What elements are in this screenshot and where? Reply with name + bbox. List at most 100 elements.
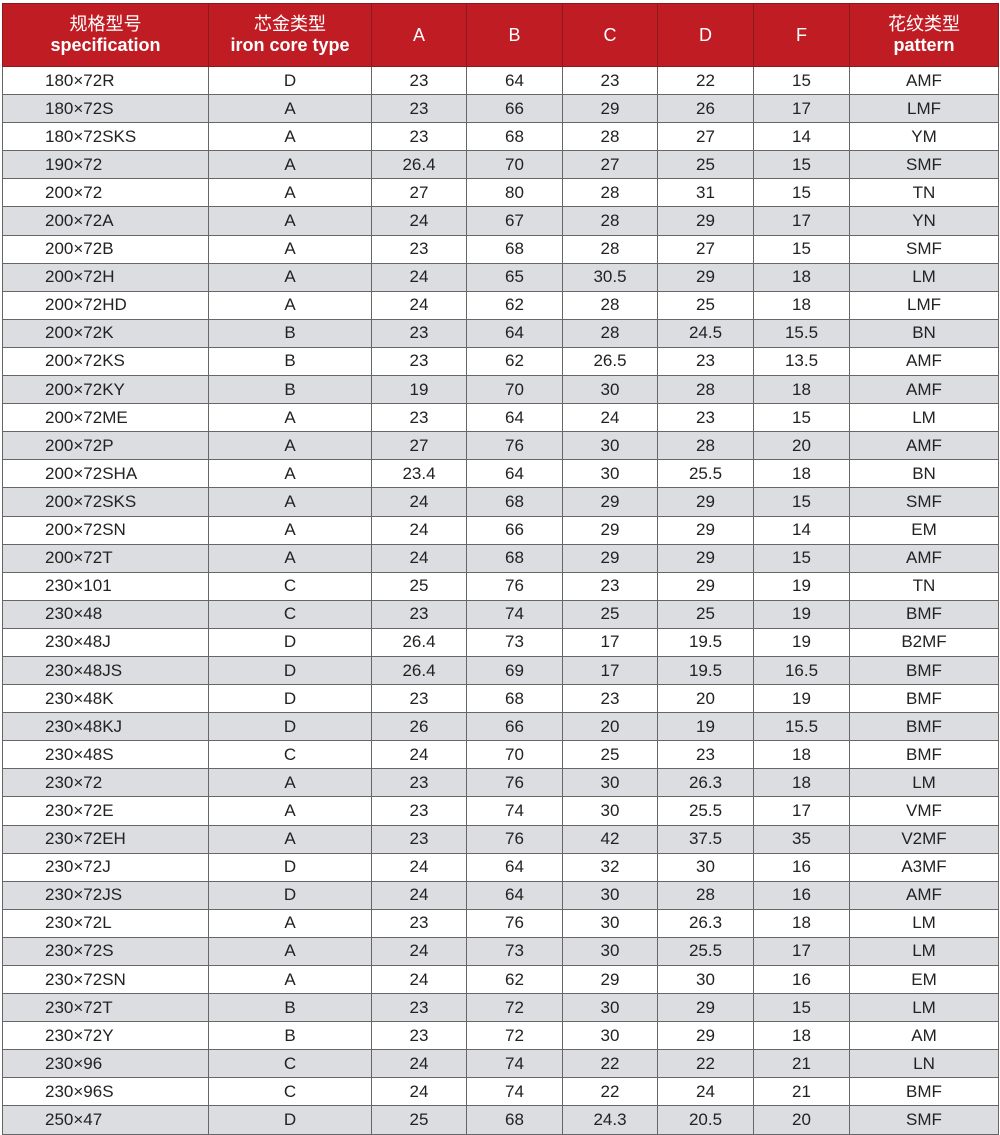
- cell-a: 23: [371, 908, 467, 938]
- cell-core-type: A: [208, 459, 372, 489]
- table-row: 200×72K B 23 64 28 24.5 15.5 BN: [2, 318, 999, 348]
- cell-core-type: A: [208, 964, 372, 995]
- cell-a: 23: [371, 122, 467, 152]
- cell-f: 19: [753, 684, 850, 714]
- table-row: 190×72 A 26.4 70 27 25 15 SMF: [2, 150, 999, 180]
- table-row: 200×72H A 24 65 30.5 29 18 LM: [2, 262, 999, 292]
- cell-d: 26.3: [657, 768, 754, 798]
- header-pattern-cn: 花纹类型: [888, 14, 960, 34]
- cell-a: 23: [371, 768, 467, 798]
- cell-core-type: D: [208, 712, 372, 742]
- cell-pattern: BMF: [849, 684, 999, 714]
- cell-a: 27: [371, 178, 467, 208]
- cell-spec: 200×72ME: [2, 403, 209, 433]
- cell-d: 29: [657, 515, 754, 545]
- cell-f: 17: [753, 94, 850, 124]
- cell-f: 18: [753, 908, 850, 938]
- table-row: 230×48S C 24 70 25 23 18 BMF: [2, 740, 999, 770]
- cell-d: 29: [657, 571, 754, 601]
- table-row: 250×47 D 25 68 24.3 20.5 20 SMF: [2, 1105, 999, 1135]
- cell-f: 15: [753, 487, 850, 517]
- cell-a: 23: [371, 599, 467, 629]
- cell-pattern: BMF: [849, 655, 999, 686]
- cell-f: 18: [753, 290, 850, 320]
- cell-c: 29: [562, 94, 658, 124]
- cell-c: 30: [562, 796, 658, 826]
- cell-c: 30: [562, 908, 658, 938]
- cell-d: 25.5: [657, 936, 754, 967]
- cell-pattern: AMF: [849, 543, 999, 573]
- cell-pattern: VMF: [849, 796, 999, 826]
- cell-pattern: LM: [849, 908, 999, 938]
- cell-d: 27: [657, 122, 754, 152]
- cell-pattern: LM: [849, 768, 999, 798]
- cell-core-type: D: [208, 627, 372, 657]
- cell-core-type: A: [208, 178, 372, 208]
- cell-f: 15: [753, 178, 850, 208]
- cell-spec: 200×72SKS: [2, 487, 209, 517]
- cell-c: 30: [562, 936, 658, 967]
- cell-c: 30: [562, 431, 658, 461]
- cell-f: 18: [753, 459, 850, 489]
- cell-pattern: LN: [849, 1049, 999, 1079]
- cell-d: 20.5: [657, 1105, 754, 1135]
- cell-c: 28: [562, 234, 658, 264]
- cell-spec: 250×47: [2, 1105, 209, 1135]
- cell-core-type: C: [208, 740, 372, 770]
- header-b: B: [466, 3, 563, 67]
- cell-c: 24: [562, 403, 658, 433]
- cell-spec: 230×48KJ: [2, 712, 209, 742]
- cell-b: 74: [466, 796, 563, 826]
- cell-c: 20: [562, 712, 658, 742]
- header-specification: 规格型号 specification: [2, 3, 209, 67]
- cell-b: 70: [466, 150, 563, 180]
- cell-spec: 200×72K: [2, 318, 209, 348]
- cell-pattern: LM: [849, 403, 999, 433]
- cell-core-type: B: [208, 1021, 372, 1051]
- cell-f: 20: [753, 1105, 850, 1135]
- table-row: 200×72ME A 23 64 24 23 15 LM: [2, 403, 999, 433]
- cell-b: 66: [466, 515, 563, 545]
- cell-f: 16: [753, 964, 850, 995]
- cell-f: 16: [753, 852, 850, 882]
- header-core-en: iron core type: [230, 35, 350, 55]
- table-row: 230×48 C 23 74 25 25 19 BMF: [2, 599, 999, 629]
- cell-c: 30: [562, 880, 658, 910]
- cell-pattern: LM: [849, 936, 999, 967]
- cell-spec: 230×72EH: [2, 824, 209, 854]
- cell-f: 15: [753, 993, 850, 1023]
- cell-c: 26.5: [562, 346, 658, 377]
- cell-b: 64: [466, 65, 563, 96]
- cell-core-type: B: [208, 318, 372, 348]
- cell-pattern: SMF: [849, 487, 999, 517]
- cell-core-type: C: [208, 1077, 372, 1107]
- cell-b: 65: [466, 262, 563, 292]
- cell-b: 76: [466, 431, 563, 461]
- cell-b: 62: [466, 964, 563, 995]
- cell-pattern: BN: [849, 318, 999, 348]
- cell-b: 68: [466, 1105, 563, 1135]
- cell-f: 15: [753, 543, 850, 573]
- cell-spec: 200×72KY: [2, 375, 209, 405]
- cell-a: 24: [371, 740, 467, 770]
- cell-a: 24: [371, 487, 467, 517]
- cell-pattern: AMF: [849, 346, 999, 377]
- header-c: C: [562, 3, 658, 67]
- table-row: 230×72J D 24 64 32 30 16 A3MF: [2, 852, 999, 882]
- cell-a: 25: [371, 1105, 467, 1135]
- specification-table: 规格型号 specification 芯金类型 iron core type A B…: [2, 3, 999, 1135]
- cell-spec: 200×72: [2, 178, 209, 208]
- cell-a: 23: [371, 65, 467, 96]
- cell-f: 17: [753, 936, 850, 967]
- cell-c: 30: [562, 1021, 658, 1051]
- cell-f: 15.5: [753, 712, 850, 742]
- cell-core-type: A: [208, 262, 372, 292]
- table-row: 230×72T B 23 72 30 29 15 LM: [2, 993, 999, 1023]
- cell-spec: 230×101: [2, 571, 209, 601]
- cell-b: 74: [466, 1077, 563, 1107]
- cell-c: 30.5: [562, 262, 658, 292]
- cell-spec: 180×72R: [2, 65, 209, 96]
- cell-d: 31: [657, 178, 754, 208]
- cell-b: 64: [466, 852, 563, 882]
- cell-a: 23: [371, 234, 467, 264]
